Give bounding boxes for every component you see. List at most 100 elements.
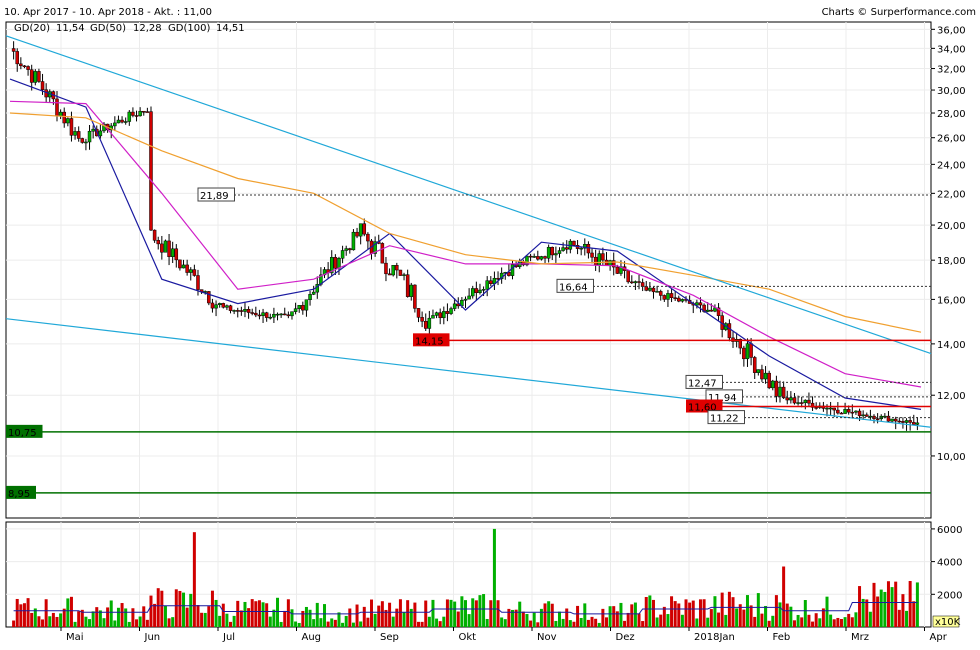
candle-body <box>178 259 182 269</box>
legend: GD(20) 11,54 GD(50) 12,28 GD(100) 14,51 <box>14 23 245 34</box>
volume-bar <box>847 613 851 627</box>
ma-line-gd20 <box>9 78 922 410</box>
candle-body <box>196 275 200 290</box>
level-label-box <box>197 187 235 202</box>
volume-bar <box>84 616 88 627</box>
level-label: 14,15 <box>415 336 444 347</box>
candle-body <box>416 308 421 318</box>
volume-bar <box>26 598 30 627</box>
level-label: 10,75 <box>8 428 37 439</box>
candle-body <box>857 410 862 417</box>
volume-bar <box>225 613 229 627</box>
volume-bar <box>655 617 659 627</box>
volume-bar <box>597 622 601 627</box>
candle-body <box>680 299 685 302</box>
header-range-label: 10. Apr 2017 - 10. Apr 2018 - Akt. : 11,… <box>4 7 212 18</box>
candle-body <box>87 130 92 143</box>
candle-body <box>243 309 247 312</box>
candle-body <box>792 397 797 404</box>
candle-body <box>138 110 142 117</box>
candle-body <box>485 280 489 290</box>
volume-bar <box>98 610 102 627</box>
level-label: 16,64 <box>559 282 588 293</box>
candle-body <box>836 409 840 414</box>
volume-bar <box>807 614 811 627</box>
volume-bar <box>337 612 341 627</box>
volume-bar <box>229 621 233 627</box>
volume-bar <box>890 587 894 627</box>
candle-body <box>26 66 30 70</box>
candle-body <box>756 369 761 373</box>
volume-bar <box>44 599 48 627</box>
candle-body <box>803 399 808 404</box>
volume-bar <box>615 611 619 627</box>
volume-bar <box>680 614 684 627</box>
candle-body <box>709 309 714 312</box>
candle-body <box>170 248 175 257</box>
candle-body <box>66 118 70 124</box>
volume-bar <box>380 601 384 627</box>
volume-bar <box>377 605 381 627</box>
candle-body <box>221 303 226 308</box>
y-tick-label: 10,00 <box>937 452 966 463</box>
volume-bar <box>254 601 258 627</box>
volume-bar <box>388 602 392 627</box>
candle-body <box>348 248 352 251</box>
volume-bar <box>651 599 655 627</box>
candle-body <box>593 256 598 266</box>
candle-body <box>615 266 620 274</box>
volume-bar <box>774 595 778 627</box>
volume-bar <box>163 606 167 627</box>
volume-bars <box>12 528 919 627</box>
volume-bar <box>735 608 739 627</box>
volume-bar <box>865 599 869 627</box>
x-tick-label: Sep <box>380 632 399 643</box>
candle-body <box>120 119 124 123</box>
volume-bar <box>688 602 692 627</box>
candle-body <box>438 312 442 319</box>
volume-bar <box>91 611 95 627</box>
level-label-box <box>685 374 723 389</box>
legend-gd50-value: 12,28 <box>133 23 162 34</box>
volume-bar <box>283 610 287 627</box>
y-tick-label: 26,00 <box>937 134 966 145</box>
legend-gd100-label: GD(100) <box>168 23 210 34</box>
vol-tick-label: 4000 <box>937 558 962 569</box>
candle-body <box>763 372 768 380</box>
volume-bar <box>120 603 124 627</box>
candle-body <box>908 420 912 423</box>
volume-bar <box>662 606 666 627</box>
candle-body <box>890 418 894 422</box>
volume-bar <box>247 608 251 627</box>
candle-body <box>586 244 591 254</box>
volume-bar <box>478 595 482 627</box>
volume-bar <box>384 609 388 627</box>
level-label-box <box>413 333 450 347</box>
candle-body <box>778 386 782 397</box>
candle-body <box>745 343 750 360</box>
volume-bar <box>717 612 721 627</box>
y-tick-label: 36,00 <box>937 25 966 36</box>
candle-body <box>329 257 334 274</box>
candle-body <box>590 252 594 258</box>
volume-bar <box>221 603 225 627</box>
volume-bar <box>69 596 73 627</box>
volume-bar <box>594 618 598 627</box>
volume-bar <box>167 618 171 627</box>
volume-bar <box>420 621 424 627</box>
candle-body <box>445 311 450 314</box>
volume-bar <box>641 621 645 627</box>
volume-bar <box>510 609 514 627</box>
candle-body <box>91 128 95 132</box>
candle-body <box>15 51 19 65</box>
volume-bar <box>908 580 912 627</box>
volume-bar <box>301 610 305 627</box>
legend-gd100-value: 14,51 <box>216 23 245 34</box>
volume-bar <box>243 601 247 627</box>
volume-bar <box>351 622 355 627</box>
volume-bar <box>897 609 901 627</box>
candle-body <box>658 291 663 296</box>
candle-body <box>264 312 269 318</box>
candle-body <box>561 247 565 251</box>
candle-body <box>850 411 855 414</box>
